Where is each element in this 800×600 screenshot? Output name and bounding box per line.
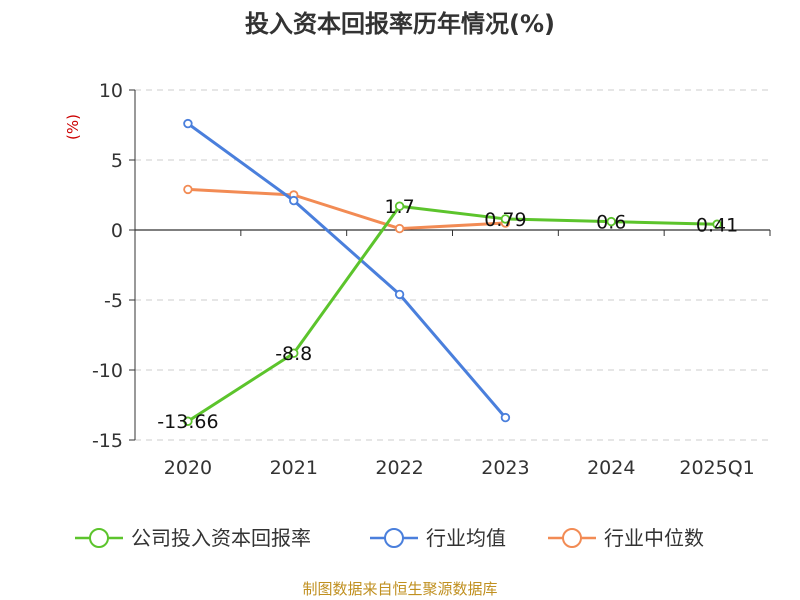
y-tick-label: 0	[111, 220, 123, 242]
x-tick-label: 2020	[164, 457, 212, 479]
axes: 10 5 0 -5 -10 -15 2020 2021 2022 2023 2024 2025Q1	[92, 80, 771, 479]
data-point[interactable]	[183, 118, 193, 129]
data-label: 0.6	[596, 212, 626, 234]
legend-swatch-marker	[384, 528, 404, 548]
data-point[interactable]	[289, 348, 299, 358]
data-point[interactable]	[394, 223, 405, 234]
x-tick-label: 2024	[587, 457, 635, 479]
data-label: 0.41	[696, 214, 738, 236]
data-point[interactable]	[289, 195, 299, 206]
legend-item[interactable]: 行业中位数	[548, 526, 704, 550]
legend-label: 行业中位数	[604, 526, 704, 550]
source-note: 制图数据来自恒生聚源数据库	[302, 580, 497, 598]
series-layer	[183, 118, 722, 426]
data-point[interactable]	[183, 416, 193, 426]
data-label: -13.66	[157, 411, 218, 433]
series-line	[187, 122, 507, 419]
y-tick-label: -5	[104, 290, 123, 312]
chart-title: 投入资本回报率历年情况(%)	[245, 10, 555, 38]
data-point[interactable]	[500, 412, 511, 423]
series-line	[187, 204, 718, 423]
y-axis-label: (%)	[64, 114, 82, 140]
data-label: 1.7	[384, 196, 414, 218]
legend-label: 公司投入资本回报率	[131, 526, 311, 550]
data-label: 0.79	[484, 209, 526, 231]
legend-item[interactable]: 行业均值	[370, 526, 506, 550]
y-tick-label: -10	[92, 360, 123, 382]
legend-label: 行业均值	[426, 526, 506, 550]
grid	[135, 89, 770, 441]
data-point[interactable]	[712, 219, 722, 229]
x-tick-label: 2025Q1	[679, 457, 754, 479]
data-point[interactable]	[500, 214, 511, 224]
series-line	[187, 187, 506, 231]
data-label: -8.8	[275, 343, 312, 365]
x-tick-label: 2022	[375, 457, 423, 479]
y-tick-label: -15	[92, 430, 123, 452]
data-labels: -13.66 -8.8 1.7 0.79 0.6 0.41	[157, 196, 738, 433]
y-tick-label: 5	[111, 150, 123, 172]
legend-swatch-marker	[562, 528, 582, 548]
x-tick-label: 2023	[481, 457, 529, 479]
legend[interactable]: 公司投入资本回报率 行业均值 行业中位数	[75, 526, 704, 550]
data-point[interactable]	[394, 201, 405, 211]
data-point[interactable]	[183, 184, 193, 195]
y-tick-label: 10	[99, 80, 123, 102]
data-point[interactable]	[606, 216, 616, 227]
x-tick-label: 2021	[270, 457, 318, 479]
legend-swatch-marker	[89, 528, 109, 548]
data-point[interactable]	[394, 289, 405, 300]
legend-item[interactable]: 公司投入资本回报率	[75, 526, 311, 550]
